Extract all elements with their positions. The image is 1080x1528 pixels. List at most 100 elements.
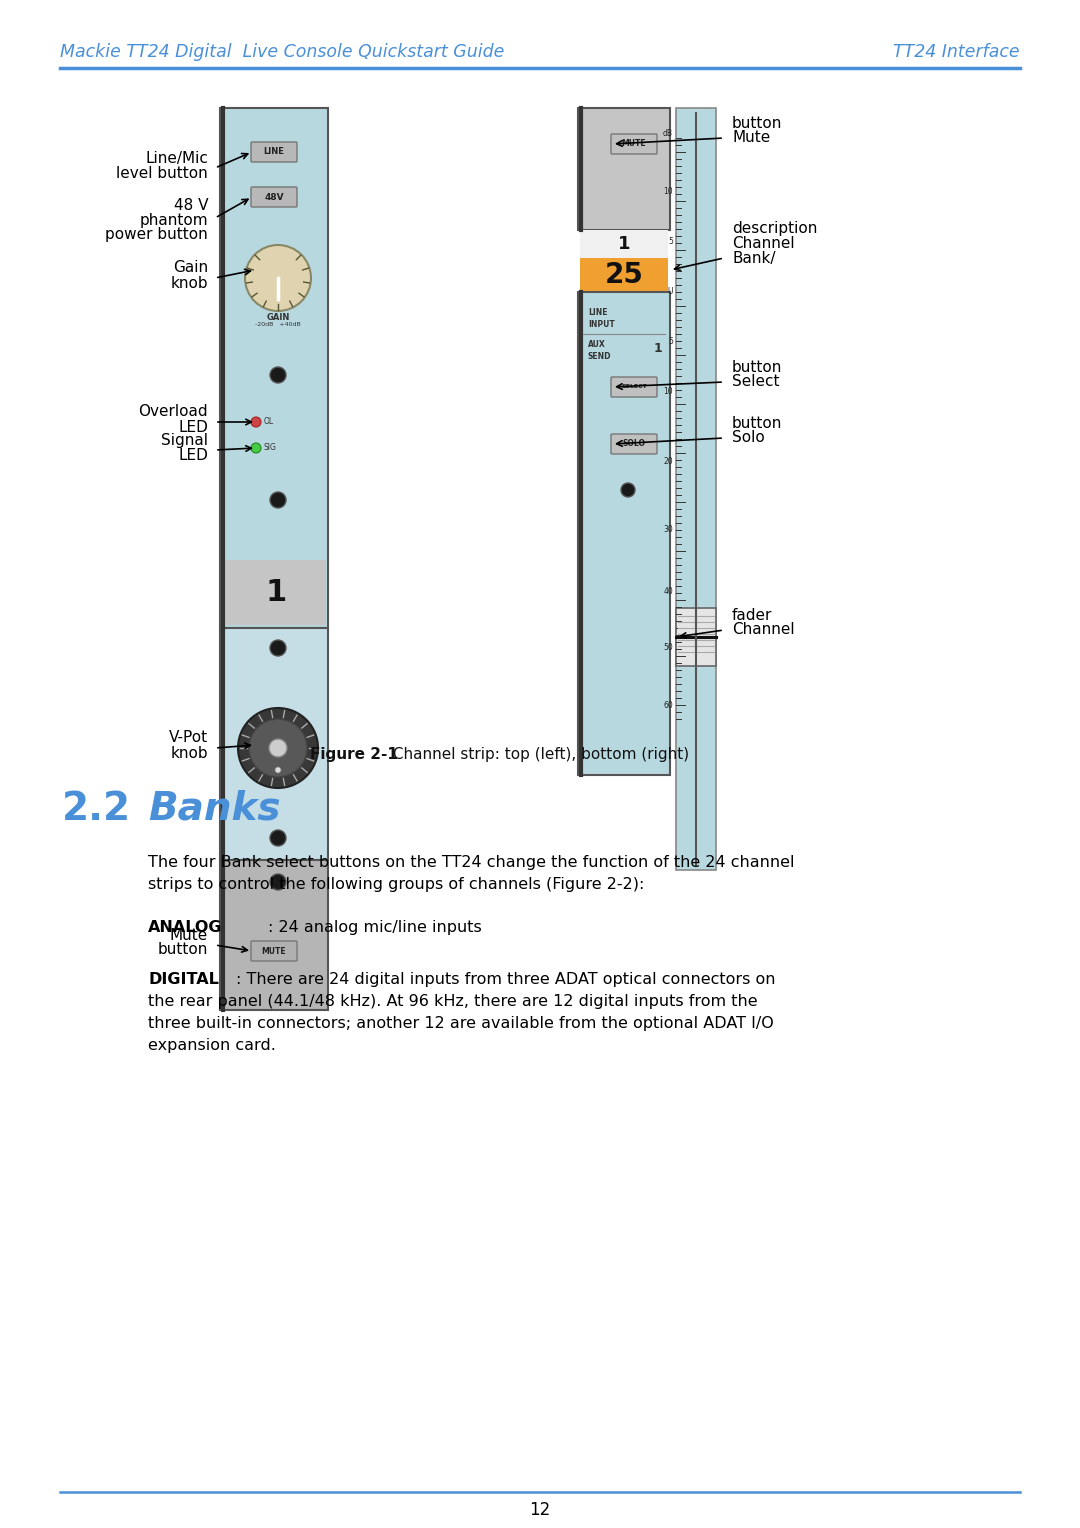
Circle shape	[270, 640, 286, 656]
Circle shape	[275, 767, 281, 773]
Text: 30: 30	[663, 526, 673, 535]
Text: MUTE: MUTE	[622, 139, 646, 148]
Text: Mute: Mute	[170, 927, 208, 943]
FancyBboxPatch shape	[251, 142, 297, 162]
Text: Select: Select	[732, 374, 780, 390]
Text: button: button	[158, 943, 208, 958]
Text: Channel: Channel	[732, 235, 795, 251]
Text: three built-in connectors; another 12 are available from the optional ADAT I/O: three built-in connectors; another 12 ar…	[148, 1016, 773, 1031]
Text: 10: 10	[663, 188, 673, 197]
Circle shape	[270, 367, 286, 384]
Circle shape	[238, 707, 318, 788]
Bar	[220, 628, 328, 860]
Text: power button: power button	[105, 228, 208, 243]
Text: 5: 5	[669, 237, 673, 246]
Text: Gain: Gain	[173, 260, 208, 275]
Text: level button: level button	[117, 165, 208, 180]
Text: MUTE: MUTE	[261, 946, 286, 955]
Text: Solo: Solo	[732, 431, 765, 446]
Text: 2.2: 2.2	[62, 790, 131, 828]
Bar	[578, 108, 670, 231]
Text: 1: 1	[653, 341, 662, 354]
Circle shape	[270, 874, 286, 889]
Text: GAIN: GAIN	[267, 313, 289, 322]
Text: 48V: 48V	[265, 193, 284, 202]
Text: LINE: LINE	[264, 148, 284, 156]
Text: knob: knob	[171, 275, 208, 290]
Text: Mute: Mute	[732, 130, 770, 145]
Bar	[676, 608, 716, 666]
Text: : 24 analog mic/line inputs: : 24 analog mic/line inputs	[268, 920, 482, 935]
Text: The four Bank select buttons on the TT24 change the function of the 24 channel: The four Bank select buttons on the TT24…	[148, 856, 795, 869]
Text: 12: 12	[529, 1500, 551, 1519]
Text: AUX: AUX	[588, 341, 606, 348]
Text: SELECT: SELECT	[621, 385, 647, 390]
Text: Banks: Banks	[148, 790, 281, 828]
Text: Figure 2-1: Figure 2-1	[310, 747, 397, 762]
Bar	[220, 860, 328, 1010]
Text: Channel: Channel	[732, 622, 795, 637]
Text: button: button	[732, 359, 782, 374]
Text: 1: 1	[266, 578, 286, 607]
Circle shape	[270, 830, 286, 847]
Text: 40: 40	[663, 587, 673, 596]
Text: 20: 20	[663, 457, 673, 466]
Text: Bank/: Bank/	[732, 251, 775, 266]
Text: LED: LED	[178, 449, 208, 463]
Text: U: U	[667, 287, 673, 296]
FancyBboxPatch shape	[251, 186, 297, 206]
Circle shape	[269, 740, 287, 756]
Text: SOLO: SOLO	[622, 440, 646, 449]
Text: 48 V: 48 V	[174, 197, 208, 212]
Text: Mackie TT24 Digital  Live Console Quickstart Guide: Mackie TT24 Digital Live Console Quickst…	[60, 43, 504, 61]
Text: Overload: Overload	[138, 405, 208, 420]
Text: SIG: SIG	[264, 443, 276, 452]
Text: : There are 24 digital inputs from three ADAT optical connectors on: : There are 24 digital inputs from three…	[237, 972, 775, 987]
Circle shape	[621, 483, 635, 497]
Text: LINE: LINE	[588, 309, 607, 316]
Circle shape	[270, 492, 286, 507]
Text: Line/Mic: Line/Mic	[145, 150, 208, 165]
Circle shape	[249, 720, 307, 778]
Text: phantom: phantom	[139, 212, 208, 228]
Text: TT24 Interface: TT24 Interface	[893, 43, 1020, 61]
Text: 50: 50	[663, 643, 673, 652]
Text: OL: OL	[264, 417, 274, 426]
Bar	[676, 108, 716, 869]
Text: ANALOG: ANALOG	[148, 920, 222, 935]
Text: dB: dB	[663, 128, 673, 138]
Text: description: description	[732, 220, 818, 235]
Text: INPUT: INPUT	[588, 319, 615, 329]
Text: button: button	[732, 416, 782, 431]
Bar	[580, 231, 669, 258]
Text: strips to control the following groups of channels (Figure 2-2):: strips to control the following groups o…	[148, 877, 645, 892]
Text: button: button	[732, 116, 782, 130]
Text: LED: LED	[178, 420, 208, 434]
Text: 60: 60	[663, 701, 673, 711]
FancyBboxPatch shape	[611, 377, 657, 397]
Bar	[580, 258, 669, 292]
Text: the rear panel (44.1/48 kHz). At 96 kHz, there are 12 digital inputs from the: the rear panel (44.1/48 kHz). At 96 kHz,…	[148, 995, 758, 1008]
FancyBboxPatch shape	[251, 941, 297, 961]
Text: 25: 25	[605, 261, 644, 289]
Bar	[578, 292, 670, 775]
Text: fader: fader	[732, 608, 772, 622]
Text: DIGITAL: DIGITAL	[148, 972, 219, 987]
Text: 1: 1	[618, 235, 631, 254]
Bar	[222, 559, 326, 625]
Text: -20dB   +40dB: -20dB +40dB	[255, 321, 301, 327]
Circle shape	[251, 443, 261, 452]
Text: 10: 10	[663, 388, 673, 396]
Text: knob: knob	[171, 746, 208, 761]
Text: SEND: SEND	[588, 351, 611, 361]
Text: Channel strip: top (left), bottom (right): Channel strip: top (left), bottom (right…	[388, 747, 689, 762]
Circle shape	[251, 417, 261, 426]
Text: V-Pot: V-Pot	[168, 730, 208, 746]
Text: 5: 5	[669, 338, 673, 347]
FancyBboxPatch shape	[611, 134, 657, 154]
Text: expansion card.: expansion card.	[148, 1038, 275, 1053]
FancyBboxPatch shape	[611, 434, 657, 454]
Text: Signal: Signal	[161, 434, 208, 449]
Bar	[220, 108, 328, 628]
Circle shape	[245, 244, 311, 312]
